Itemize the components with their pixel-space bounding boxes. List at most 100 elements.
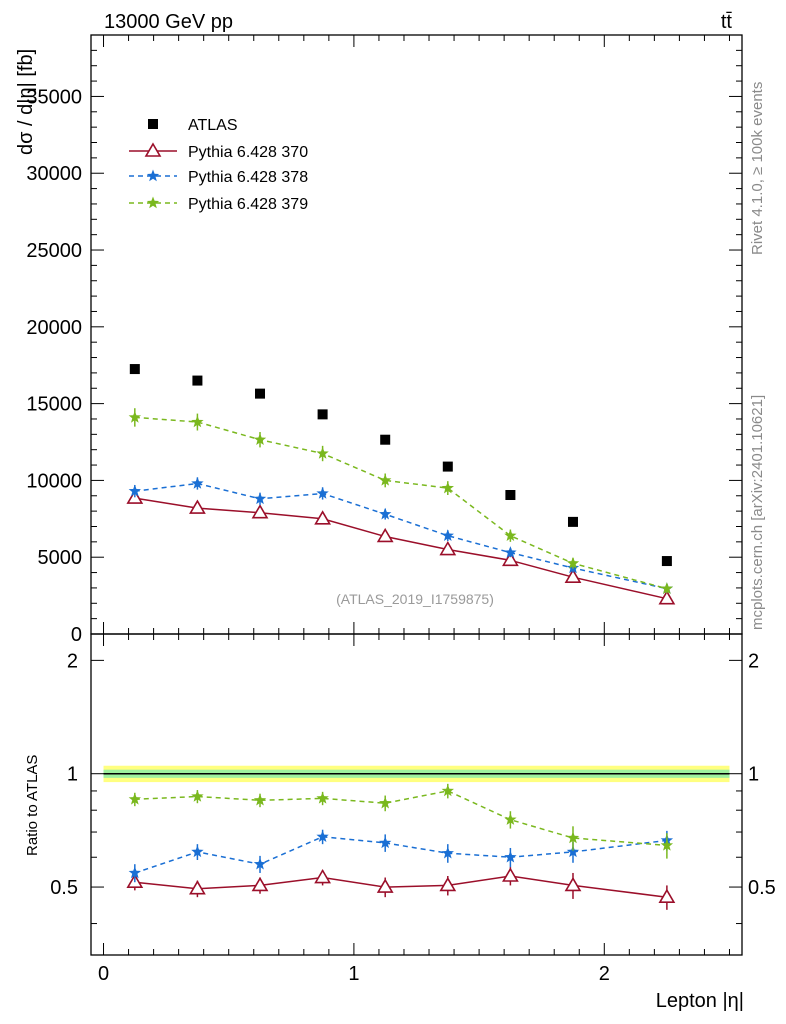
ratio-point-pythia-6-428-378 — [379, 836, 392, 849]
legend-marker-pythia-6-428-379 — [146, 196, 160, 209]
ratio-point-pythia-6-428-370 — [314, 868, 331, 884]
mc-point-pythia-6-428-379 — [128, 410, 141, 423]
data-point-atlas — [442, 461, 453, 472]
process-label: tt̄ — [721, 11, 733, 33]
legend-label-pythia-6-428-370: Pythia 6.428 370 — [188, 144, 308, 161]
ratio-panel: 0.5 0.5 1 1 2 2 0 1 2 — [50, 633, 776, 985]
series-line-pythia-6-428-378 — [134, 482, 668, 590]
x-axis-label: Lepton |η| — [656, 990, 744, 1012]
ratio-point-pythia-6-428-378 — [441, 846, 454, 859]
ratio-point-pythia-6-428-379 — [316, 791, 329, 804]
ratio-line-pythia-6-428-378 — [134, 836, 667, 874]
legend-marker-pythia-6-428-370 — [144, 142, 162, 157]
ratio-ytick-label-right: 2 — [748, 650, 759, 672]
mc-point-pythia-6-428-379 — [316, 447, 329, 459]
ratio-line-pythia-6-428-379 — [134, 790, 667, 847]
analysis-label: (ATLAS_2019_I1759875) — [336, 591, 494, 607]
mc-point-pythia-6-428-378 — [379, 507, 392, 520]
ratio-frame — [90, 633, 743, 956]
x-tick-label: 0 — [98, 963, 109, 985]
main-ytick-label: 0 — [71, 624, 82, 646]
rivet-label: Rivet 4.1.0, ≥ 100k events — [749, 82, 766, 255]
ratio-point-pythia-6-428-379 — [128, 792, 141, 805]
legend-marker-pythia-6-428-378 — [146, 169, 160, 182]
ratio-ytick-label-left: 2 — [67, 650, 78, 672]
mc-point-pythia-6-428-379 — [191, 415, 204, 428]
ratio-point-pythia-6-428-370 — [564, 876, 582, 892]
ratio-point-pythia-6-428-378 — [128, 866, 141, 879]
mc-point-pythia-6-428-379 — [379, 473, 392, 486]
ratio-line-pythia-6-428-370 — [134, 875, 667, 898]
mc-point-pythia-6-428-378 — [128, 484, 141, 497]
energy-label: 13000 GeV pp — [104, 11, 233, 33]
legend-label-pythia-6-428-378: Pythia 6.428 378 — [188, 169, 308, 186]
mc-point-pythia-6-428-370 — [376, 527, 394, 543]
x-tick-label: 1 — [348, 963, 359, 985]
ratio-point-pythia-6-428-378 — [566, 845, 580, 858]
mc-point-pythia-6-428-379 — [441, 481, 454, 494]
ratio-point-pythia-6-428-378 — [316, 830, 329, 843]
data-point-atlas — [129, 364, 140, 375]
ratio-point-pythia-6-428-370 — [658, 888, 676, 903]
main-ytick-label: 35000 — [26, 86, 82, 108]
ratio-point-pythia-6-428-370 — [251, 876, 269, 892]
main-ytick-label: 5000 — [38, 547, 83, 569]
legend-marker-atlas — [148, 119, 158, 129]
ratio-point-pythia-6-428-370 — [189, 880, 206, 895]
data-point-atlas — [505, 490, 516, 501]
mc-point-pythia-6-428-378 — [441, 529, 454, 541]
mc-point-pythia-6-428-370 — [189, 499, 206, 514]
main-ytick-label: 25000 — [26, 240, 82, 262]
ratio-ytick-label-left: 0.5 — [50, 877, 78, 899]
mc-point-pythia-6-428-378 — [316, 486, 329, 499]
mc-point-pythia-6-428-379 — [253, 433, 267, 445]
ratio-point-pythia-6-428-370 — [439, 876, 457, 892]
data-point-atlas — [567, 516, 578, 527]
data-point-atlas — [192, 375, 203, 386]
mc-point-pythia-6-428-370 — [251, 504, 269, 519]
main-ytick-label: 15000 — [26, 394, 82, 416]
ratio-ytick-label-right: 0.5 — [748, 877, 776, 899]
ratio-ytick-label-right: 1 — [748, 764, 759, 786]
ratio-point-pythia-6-428-379 — [379, 796, 392, 809]
mc-point-pythia-6-428-370 — [658, 590, 676, 605]
mc-point-pythia-6-428-370 — [314, 510, 331, 525]
mc-point-pythia-6-428-379 — [504, 529, 517, 541]
ratio-point-pythia-6-428-379 — [441, 784, 454, 797]
ratio-ylabel: Ratio to ATLAS — [24, 755, 41, 856]
ratio-point-pythia-6-428-378 — [191, 845, 204, 858]
mc-point-pythia-6-428-378 — [191, 476, 204, 489]
ratio-point-pythia-6-428-379 — [253, 793, 267, 806]
mc-point-pythia-6-428-370 — [439, 540, 457, 556]
ratio-point-pythia-6-428-370 — [376, 878, 394, 893]
legend-label-atlas: ATLAS — [188, 117, 238, 134]
ratio-point-pythia-6-428-378 — [504, 850, 517, 863]
main-ytick-label: 30000 — [26, 163, 82, 185]
data-point-atlas — [317, 409, 328, 420]
x-tick-label: 2 — [599, 963, 610, 985]
mcplots-label: mcplots.cern.ch [arXiv:2401.10621] — [749, 395, 766, 630]
data-point-atlas — [380, 434, 391, 445]
ratio-point-pythia-6-428-379 — [191, 789, 204, 802]
mc-point-pythia-6-428-378 — [504, 546, 517, 558]
mc-point-pythia-6-428-379 — [566, 556, 580, 569]
mc-point-pythia-6-428-379 — [660, 582, 674, 594]
ratio-point-pythia-6-428-379 — [660, 838, 674, 851]
ratio-point-pythia-6-428-370 — [502, 867, 519, 882]
mc-point-pythia-6-428-370 — [564, 568, 582, 583]
ratio-point-pythia-6-428-379 — [504, 813, 517, 825]
main-panel: 0 5000 10000 15000 20000 25000 30000 35000 ATLAS… — [26, 34, 743, 646]
ratio-point-pythia-6-428-379 — [566, 831, 580, 844]
ratio-ytick-label-left: 1 — [67, 764, 78, 786]
mc-point-pythia-6-428-378 — [253, 492, 267, 505]
main-ylabel: dσ / d|η| [fb] — [15, 49, 37, 155]
data-point-atlas — [255, 388, 266, 399]
main-ytick-label: 20000 — [26, 317, 82, 339]
main-ytick-label: 10000 — [26, 470, 82, 492]
series-line-pythia-6-428-370 — [134, 497, 668, 600]
data-point-atlas — [661, 556, 672, 567]
legend-label-pythia-6-428-379: Pythia 6.428 379 — [188, 196, 308, 213]
series-line-pythia-6-428-379 — [134, 416, 668, 590]
mc-point-pythia-6-428-370 — [502, 551, 519, 567]
ratio-point-pythia-6-428-378 — [253, 857, 267, 870]
